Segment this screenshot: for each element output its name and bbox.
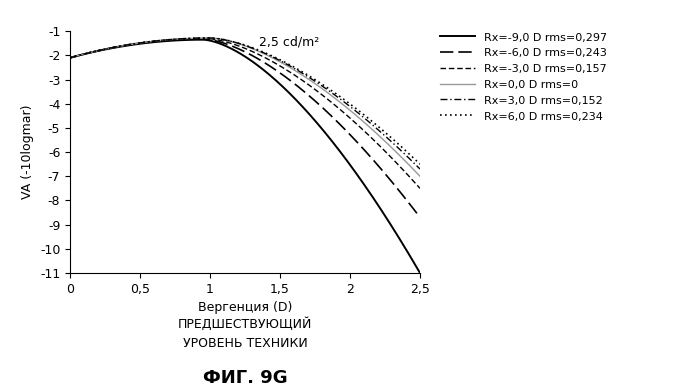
- Text: ПРЕДШЕСТВУЮЩИЙ: ПРЕДШЕСТВУЮЩИЙ: [178, 318, 312, 332]
- Y-axis label: VA (-10logmar): VA (-10logmar): [21, 105, 34, 199]
- Text: 2,5 cd/m²: 2,5 cd/m²: [259, 36, 319, 49]
- Text: УРОВЕНЬ ТЕХНИКИ: УРОВЕНЬ ТЕХНИКИ: [183, 337, 307, 350]
- X-axis label: Вергенция (D): Вергенция (D): [198, 301, 292, 314]
- Legend: Rx=-9,0 D rms=0,297, Rx=-6,0 D rms=0,243, Rx=-3,0 D rms=0,157, Rx=0,0 D rms=0, R: Rx=-9,0 D rms=0,297, Rx=-6,0 D rms=0,243…: [440, 32, 607, 122]
- Text: ФИГ. 9G: ФИГ. 9G: [203, 369, 287, 386]
